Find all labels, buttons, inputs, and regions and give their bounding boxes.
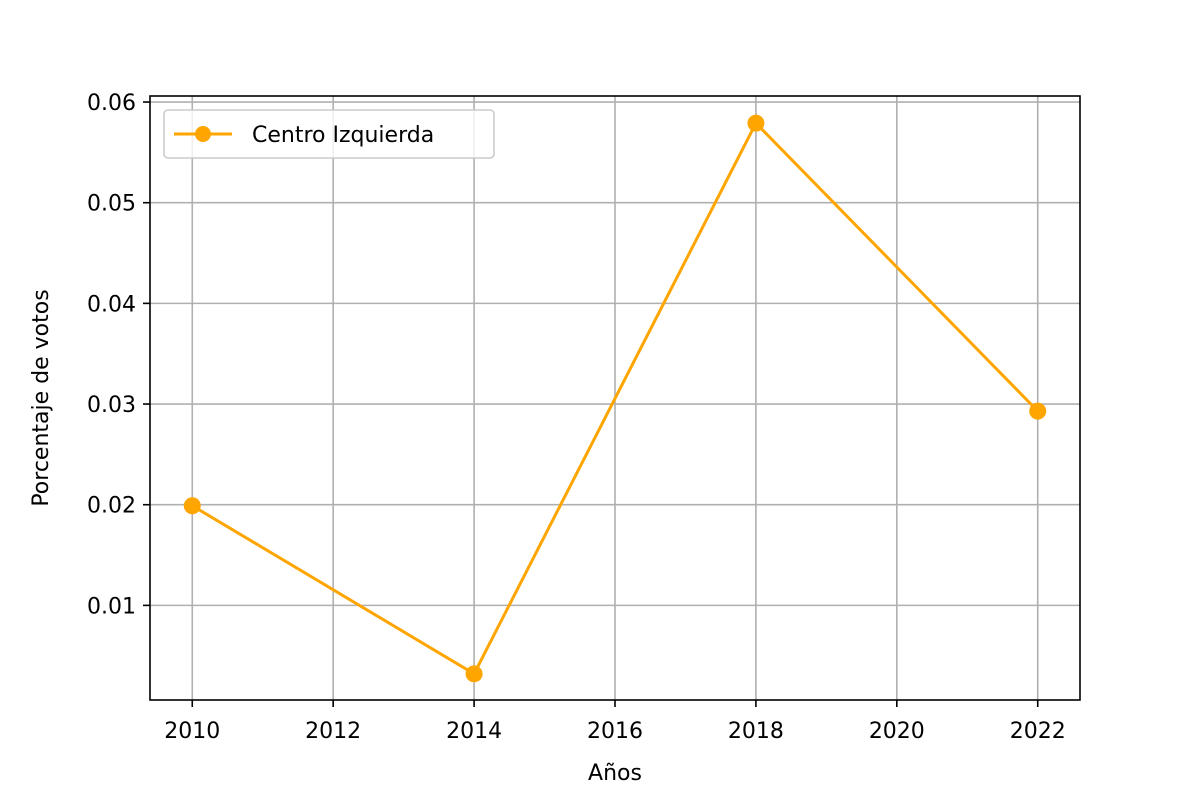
x-tick-label: 2022 <box>1010 719 1066 744</box>
y-tick-label: 0.03 <box>87 393 136 418</box>
legend-marker-swatch <box>195 126 211 142</box>
x-axis-label: Años <box>588 761 642 786</box>
x-tick-label: 2018 <box>728 719 784 744</box>
x-tick-label: 2016 <box>587 719 643 744</box>
data-point <box>747 114 765 132</box>
data-point <box>183 497 201 515</box>
y-tick-label: 0.01 <box>87 594 136 619</box>
y-tick-label: 0.06 <box>87 91 136 116</box>
y-tick-label: 0.04 <box>87 292 136 317</box>
series-line-centro-izquierda <box>191 121 1039 676</box>
y-axis-label: Porcentaje de votos <box>29 289 54 506</box>
series-layer <box>183 114 1047 683</box>
x-tick-label: 2010 <box>164 719 220 744</box>
y-tick-label: 0.02 <box>87 494 136 519</box>
x-tick-label: 2012 <box>305 719 361 744</box>
data-point <box>465 665 483 683</box>
x-tick-label: 2020 <box>869 719 925 744</box>
legend-box <box>163 109 495 159</box>
data-point <box>1029 402 1047 420</box>
legend: Centro Izquierda <box>163 109 495 159</box>
grid <box>150 96 1080 700</box>
axis-ticks: 2010 2012 2014 2016 2018 2020 2022 0.01 0.02 0.03… <box>87 91 1066 744</box>
y-tick-label: 0.05 <box>87 192 136 217</box>
legend-entry-centro-izquierda: Centro Izquierda <box>252 123 434 148</box>
x-tick-label: 2014 <box>446 719 502 744</box>
